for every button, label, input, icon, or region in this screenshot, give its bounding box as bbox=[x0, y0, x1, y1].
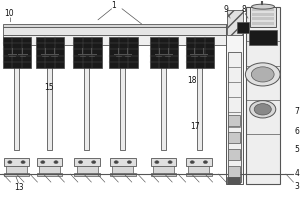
Bar bbox=[37, 158, 62, 166]
Bar bbox=[110, 173, 136, 176]
Circle shape bbox=[168, 161, 172, 164]
Bar bbox=[252, 22, 274, 25]
Circle shape bbox=[203, 161, 208, 164]
Bar bbox=[112, 166, 133, 174]
Text: 6: 6 bbox=[295, 127, 299, 136]
Bar bbox=[186, 37, 214, 68]
Bar bbox=[153, 166, 174, 174]
Circle shape bbox=[245, 63, 280, 86]
Circle shape bbox=[250, 101, 276, 118]
Bar bbox=[228, 166, 239, 177]
Bar bbox=[161, 48, 166, 150]
Circle shape bbox=[190, 161, 194, 164]
Bar bbox=[186, 173, 212, 176]
Bar bbox=[109, 37, 138, 68]
Text: 15: 15 bbox=[45, 83, 54, 92]
Bar bbox=[151, 173, 176, 176]
Ellipse shape bbox=[252, 4, 274, 9]
Bar bbox=[4, 158, 29, 166]
Circle shape bbox=[127, 161, 131, 164]
Text: 17: 17 bbox=[190, 122, 200, 131]
Bar bbox=[120, 48, 125, 150]
Bar bbox=[77, 166, 98, 174]
Bar bbox=[228, 132, 239, 143]
Bar bbox=[228, 149, 239, 160]
Circle shape bbox=[8, 161, 12, 164]
Bar bbox=[188, 166, 209, 174]
Bar bbox=[197, 48, 202, 150]
Bar bbox=[3, 35, 228, 45]
Text: 13: 13 bbox=[15, 183, 24, 192]
Bar bbox=[74, 158, 100, 166]
Bar bbox=[3, 27, 228, 35]
Text: 1: 1 bbox=[111, 1, 116, 10]
Circle shape bbox=[92, 161, 96, 164]
Bar bbox=[14, 48, 19, 150]
Bar bbox=[39, 166, 60, 174]
Bar bbox=[74, 37, 102, 68]
Bar bbox=[226, 25, 242, 184]
Text: 4: 4 bbox=[295, 169, 299, 178]
Bar bbox=[250, 7, 276, 27]
Circle shape bbox=[254, 104, 271, 115]
Bar bbox=[228, 115, 239, 126]
Text: 9: 9 bbox=[224, 5, 229, 14]
Text: 10: 10 bbox=[4, 9, 14, 18]
Text: 3: 3 bbox=[295, 182, 299, 191]
Bar bbox=[3, 24, 228, 27]
Bar bbox=[252, 8, 274, 11]
Bar bbox=[186, 158, 212, 166]
Bar bbox=[3, 37, 32, 68]
Bar bbox=[249, 30, 277, 45]
Circle shape bbox=[21, 161, 25, 164]
Text: 7: 7 bbox=[295, 107, 299, 116]
Bar bbox=[37, 173, 62, 176]
Bar bbox=[47, 48, 52, 150]
Text: 18: 18 bbox=[187, 76, 196, 85]
Circle shape bbox=[41, 161, 45, 164]
Bar bbox=[151, 158, 176, 166]
Bar bbox=[150, 37, 178, 68]
Bar bbox=[227, 177, 240, 184]
Bar bbox=[252, 13, 274, 16]
Bar bbox=[252, 17, 274, 20]
Bar bbox=[74, 173, 100, 176]
Bar bbox=[237, 22, 248, 33]
Circle shape bbox=[54, 161, 58, 164]
Bar bbox=[227, 10, 243, 35]
Bar bbox=[245, 7, 280, 184]
Text: 8: 8 bbox=[242, 5, 246, 14]
Circle shape bbox=[114, 161, 118, 164]
Bar bbox=[6, 166, 27, 174]
Bar bbox=[36, 37, 64, 68]
Text: 5: 5 bbox=[295, 145, 299, 154]
Circle shape bbox=[155, 161, 159, 164]
Bar bbox=[4, 173, 29, 176]
Circle shape bbox=[78, 161, 82, 164]
Bar bbox=[228, 52, 241, 182]
Bar bbox=[84, 48, 89, 150]
Circle shape bbox=[251, 67, 274, 82]
Bar bbox=[110, 158, 136, 166]
